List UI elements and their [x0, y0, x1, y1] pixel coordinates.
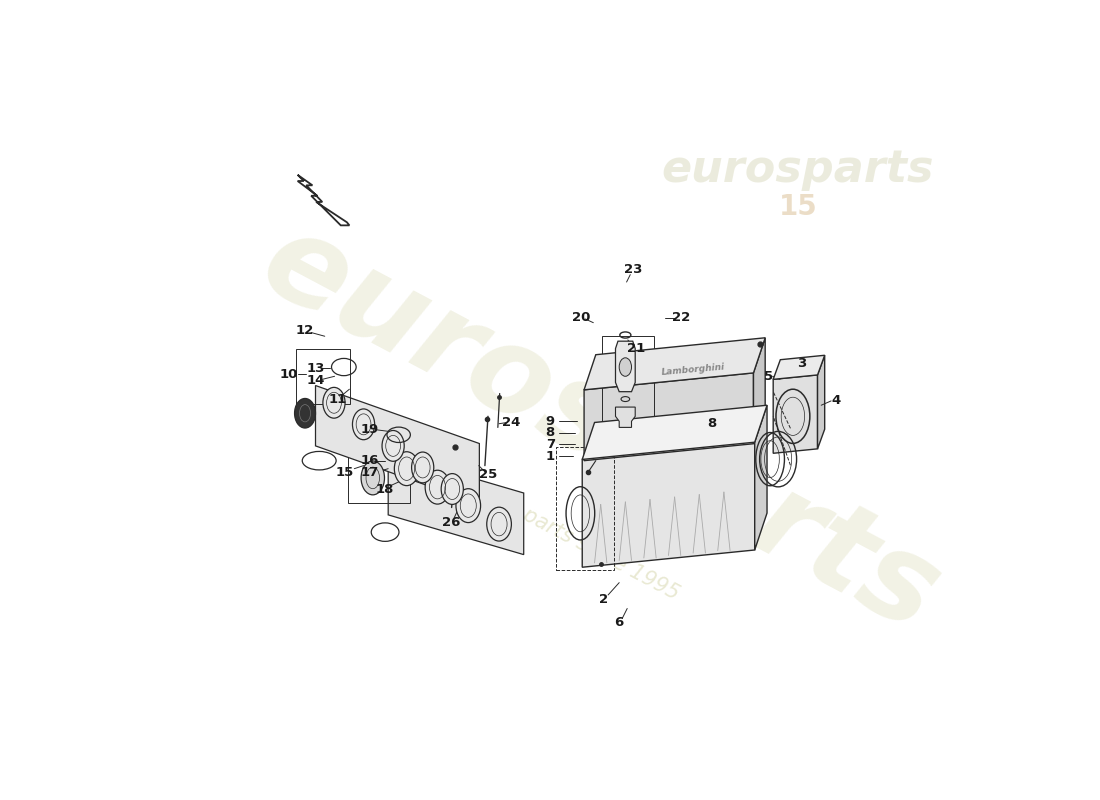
Text: Lamborghini: Lamborghini [661, 362, 725, 378]
Text: a passion for parts since 1995: a passion for parts since 1995 [395, 438, 683, 604]
Polygon shape [584, 338, 766, 390]
Text: 11: 11 [329, 393, 346, 406]
Polygon shape [754, 338, 766, 444]
Text: 3: 3 [796, 358, 806, 370]
Text: 8: 8 [546, 426, 554, 439]
Ellipse shape [295, 398, 316, 428]
Text: 26: 26 [442, 516, 461, 529]
Text: 7: 7 [546, 438, 554, 450]
Text: 20: 20 [572, 311, 591, 324]
Polygon shape [773, 375, 817, 454]
Ellipse shape [455, 489, 481, 522]
Polygon shape [817, 355, 825, 449]
Polygon shape [616, 341, 635, 392]
Ellipse shape [382, 430, 404, 462]
Polygon shape [582, 442, 755, 567]
Text: 1: 1 [546, 450, 554, 463]
Text: 24: 24 [503, 416, 520, 429]
Polygon shape [616, 407, 635, 427]
Text: 5: 5 [763, 370, 773, 382]
Bar [348, 422, 409, 502]
Text: 10: 10 [279, 368, 298, 381]
Text: 17: 17 [361, 466, 378, 479]
Text: eurosparts: eurosparts [661, 149, 934, 191]
Text: 12: 12 [296, 323, 315, 337]
Text: 22: 22 [672, 311, 690, 324]
Text: 14: 14 [307, 374, 326, 387]
Polygon shape [584, 373, 754, 461]
Text: 18: 18 [376, 482, 394, 495]
Text: 6: 6 [615, 616, 624, 629]
Text: 4: 4 [832, 394, 840, 407]
Bar [556, 447, 614, 570]
Ellipse shape [425, 470, 450, 504]
Ellipse shape [323, 387, 345, 418]
Ellipse shape [441, 474, 463, 505]
Text: eurosparts: eurosparts [243, 202, 958, 656]
Ellipse shape [394, 452, 419, 486]
Text: 15: 15 [779, 193, 817, 221]
Ellipse shape [361, 461, 385, 495]
Polygon shape [582, 406, 767, 459]
Ellipse shape [619, 358, 631, 376]
Text: 21: 21 [627, 342, 646, 355]
Ellipse shape [486, 507, 512, 541]
Text: 8: 8 [707, 418, 716, 430]
Text: 13: 13 [307, 362, 326, 374]
Text: 16: 16 [361, 454, 378, 467]
Text: 19: 19 [361, 423, 378, 436]
Text: 15: 15 [336, 466, 354, 479]
Text: 2: 2 [600, 594, 608, 606]
Bar [296, 349, 350, 404]
Polygon shape [388, 454, 524, 554]
Polygon shape [755, 406, 767, 550]
Bar [602, 336, 654, 432]
Text: 25: 25 [480, 468, 497, 482]
Text: 23: 23 [624, 263, 642, 276]
Polygon shape [773, 355, 825, 379]
Polygon shape [316, 386, 480, 504]
Ellipse shape [352, 409, 375, 440]
Text: 9: 9 [546, 414, 554, 428]
Ellipse shape [411, 452, 433, 483]
